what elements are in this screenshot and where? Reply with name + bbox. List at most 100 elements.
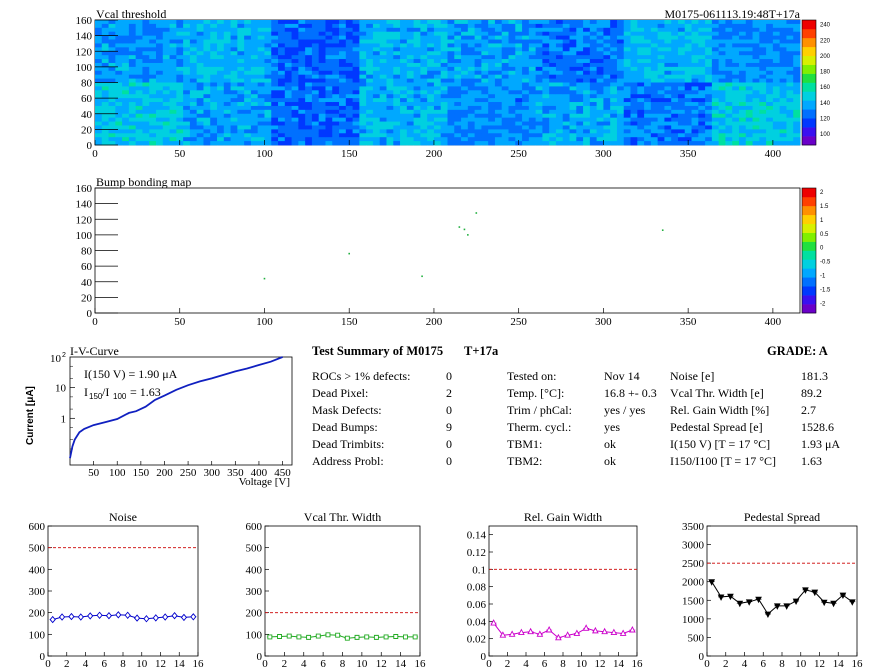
heatmap-cell (725, 109, 733, 115)
heatmap-cell (481, 133, 489, 138)
heatmap-cell (223, 51, 231, 56)
heatmap-cell (447, 20, 455, 25)
heatmap-cell (447, 59, 455, 64)
heatmap-cell (298, 137, 306, 142)
heatmap-cell (345, 102, 353, 107)
heatmap-cell (108, 59, 116, 64)
heatmap-cell (142, 43, 150, 48)
heatmap-cell (352, 125, 360, 130)
heatmap-cell (698, 105, 706, 111)
heatmap-cell (169, 137, 177, 142)
heatmap-cell (657, 117, 665, 122)
heatmap-cell (440, 74, 448, 79)
heatmap-cell (610, 137, 618, 142)
heatmap-cell (664, 125, 672, 130)
heatmap-cell (793, 105, 801, 111)
heatmap-cell (657, 62, 665, 68)
heatmap-cell (264, 66, 272, 72)
heatmap-cell (732, 82, 740, 87)
data-point-marker (373, 634, 379, 640)
iv-x-tick-label: 50 (88, 467, 100, 479)
heatmap-cell (210, 74, 218, 79)
heatmap-cell (623, 86, 631, 91)
heatmap-cell (379, 66, 387, 72)
heatmap-cell (644, 113, 652, 119)
heatmap-cell (684, 109, 692, 115)
heatmap-cell (189, 51, 198, 56)
heatmap-cell (372, 70, 381, 76)
iv-curve-line (69, 356, 283, 459)
heatmap-cell (122, 117, 130, 122)
heatmap-cell (169, 70, 177, 76)
heatmap-cell (494, 35, 503, 40)
iv-y-tick-label: 1 (61, 413, 67, 425)
heatmap-cell (420, 105, 428, 111)
heatmap-cell (122, 141, 130, 146)
heatmap-cell (698, 35, 706, 40)
heatmap-cell (440, 66, 448, 72)
heatmap-cell (264, 39, 272, 44)
heatmap-cell (291, 59, 299, 64)
heatmap-cell (725, 102, 733, 107)
heatmap-cell (779, 51, 787, 56)
heatmap-cell (156, 59, 164, 64)
heatmap-cell (440, 129, 448, 134)
heatmap-cell (508, 113, 516, 119)
heatmap-cell (494, 129, 503, 134)
heatmap-cell (732, 27, 740, 33)
heatmap-cell (244, 27, 252, 33)
heatmap-cell (515, 86, 523, 91)
heatmap-cell (230, 133, 238, 138)
heatmap-cell (108, 62, 116, 68)
heatmap-cell (420, 35, 428, 40)
heatmap-cell (454, 62, 462, 68)
heatmap-cell (440, 27, 448, 33)
heatmap-cell (569, 90, 577, 95)
heatmap-cell (183, 141, 191, 146)
data-point-marker (601, 627, 608, 635)
heatmap-cell (223, 27, 231, 33)
heatmap-cell (345, 59, 353, 64)
heatmap-cell (108, 86, 116, 91)
heatmap-cell (135, 113, 143, 119)
heatmap-cell (725, 125, 733, 130)
heatmap-cell (149, 55, 157, 60)
heatmap-cell (522, 20, 530, 25)
heatmap-cell (420, 74, 428, 79)
data-point-marker (745, 599, 753, 606)
heatmap-cell (684, 94, 692, 99)
heatmap-cell (250, 113, 259, 119)
heatmap-cell (522, 141, 530, 146)
heatmap-cell (400, 62, 408, 68)
heatmap-cell (474, 133, 482, 138)
heatmap-cell (603, 141, 611, 146)
heatmap-cell (671, 109, 679, 115)
heatmap-cell (325, 62, 333, 68)
pedestal-series-line (711, 581, 853, 615)
y-tick-label: 600 (246, 521, 263, 533)
heatmap-cell (657, 129, 665, 134)
heatmap-cell (528, 74, 537, 79)
heatmap-cell (359, 125, 367, 130)
heatmap-cell (650, 23, 659, 29)
heatmap-cell (237, 90, 245, 95)
heatmap-cell (318, 51, 326, 56)
heatmap-cell (576, 141, 584, 146)
defect-label: ROCs > 1% defects: (312, 369, 411, 383)
heatmap-cell (515, 55, 523, 60)
heatmap-cell (454, 74, 462, 79)
heatmap-cell (644, 31, 652, 37)
heatmap-cell (461, 23, 469, 29)
heatmap-cell (725, 137, 733, 142)
heatmap-cell (576, 125, 584, 130)
heatmap-cell (332, 86, 340, 91)
heatmap-cell (420, 94, 428, 99)
x-tick-label: 250 (510, 148, 527, 160)
heatmap-cell (786, 125, 794, 130)
heatmap-cell (515, 47, 523, 52)
heatmap-cell (217, 20, 225, 25)
heatmap-cell (413, 47, 421, 52)
heatmap-cell (759, 133, 767, 138)
heatmap-cell (210, 70, 218, 76)
heatmap-cell (766, 31, 774, 37)
